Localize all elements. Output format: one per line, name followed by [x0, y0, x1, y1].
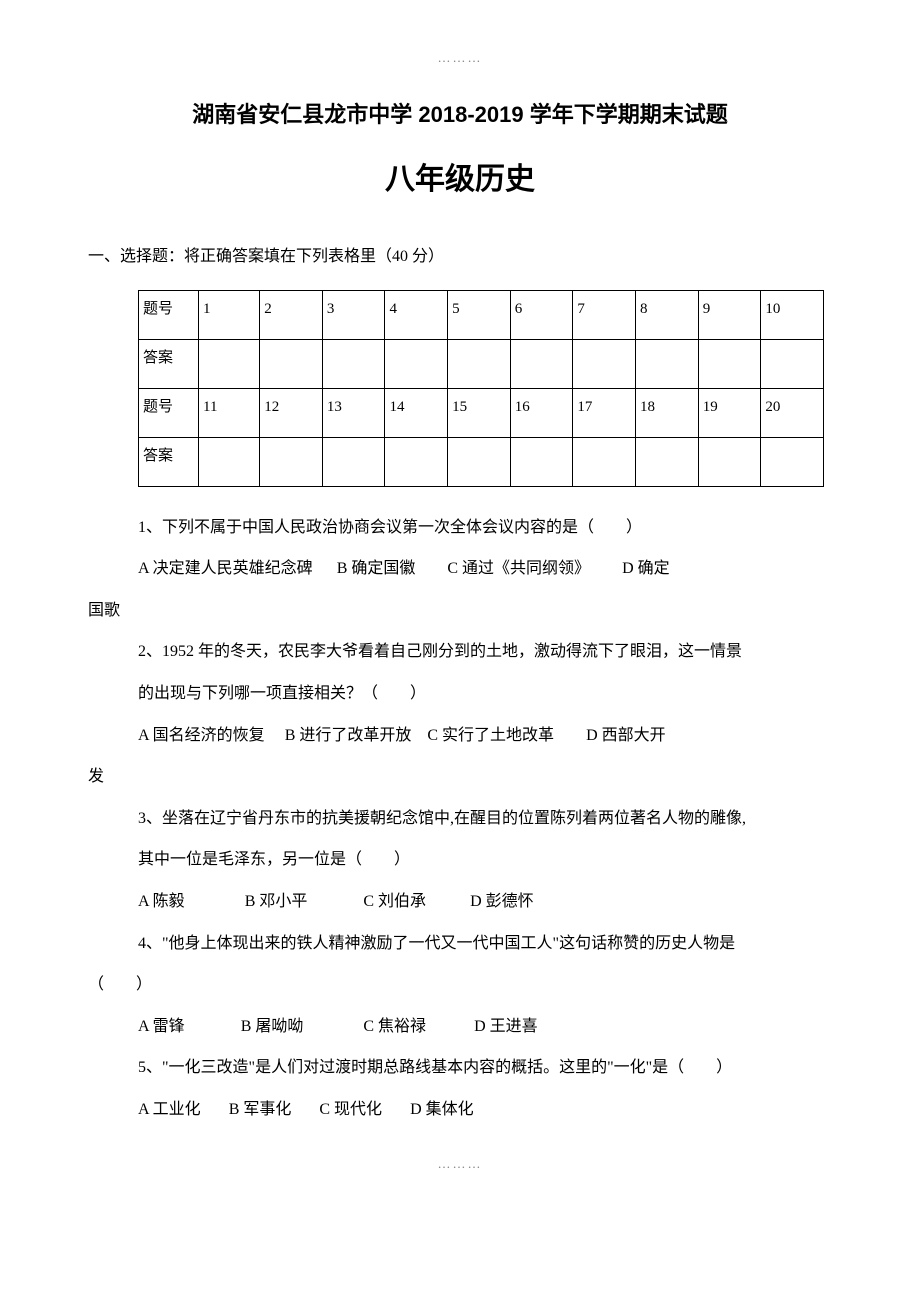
table-cell: 2	[260, 290, 323, 339]
table-cell: 18	[636, 388, 699, 437]
q2-opt-a: A 国名经济的恢复	[138, 727, 265, 744]
table-cell: 7	[573, 290, 636, 339]
table-cell: 17	[573, 388, 636, 437]
table-cell[interactable]	[322, 339, 385, 388]
table-cell[interactable]	[199, 437, 260, 486]
table-cell: 14	[385, 388, 448, 437]
table-cell[interactable]	[510, 339, 573, 388]
q3-line1: 3、坐落在辽宁省丹东市的抗美援朝纪念馆中,在醒目的位置陈列着两位著名人物的雕像,	[138, 798, 832, 840]
row-label: 答案	[139, 437, 199, 486]
q4-opt-a: A 雷锋	[138, 1018, 185, 1035]
q1-options: A 决定建人民英雄纪念碑 B 确定国徽 C 通过《共同纲领》 D 确定	[138, 548, 832, 590]
dots-bottom: ………	[88, 1154, 832, 1175]
q5-opt-c: C 现代化	[319, 1101, 382, 1118]
subject-title: 八年级历史	[88, 156, 832, 204]
table-cell: 6	[510, 290, 573, 339]
table-cell: 13	[322, 388, 385, 437]
row-label: 题号	[139, 388, 199, 437]
table-cell: 4	[385, 290, 448, 339]
table-cell[interactable]	[698, 339, 761, 388]
q4-opt-d: D 王进喜	[474, 1018, 538, 1035]
q2-options: A 国名经济的恢复 B 进行了改革开放 C 实行了土地改革 D 西部大开	[138, 715, 832, 757]
table-cell[interactable]	[448, 339, 511, 388]
table-cell[interactable]	[260, 339, 323, 388]
q2-line1: 2、1952 年的冬天，农民李大爷看着自己刚分到的土地，激动得流下了眼泪，这一情…	[138, 631, 832, 673]
table-cell: 9	[698, 290, 761, 339]
table-cell: 3	[322, 290, 385, 339]
q1-cont: 国歌	[138, 590, 832, 632]
table-cell[interactable]	[448, 437, 511, 486]
q1-opt-b: B 确定国徽	[337, 560, 416, 577]
table-cell[interactable]	[199, 339, 260, 388]
table-cell: 10	[761, 290, 824, 339]
table-cell: 19	[698, 388, 761, 437]
table-row: 答案	[139, 339, 824, 388]
table-cell[interactable]	[636, 437, 699, 486]
q5-opt-a: A 工业化	[138, 1101, 201, 1118]
table-cell: 20	[761, 388, 824, 437]
q3-opt-a: A 陈毅	[138, 893, 185, 910]
dots-top: ………	[88, 48, 832, 69]
table-cell: 5	[448, 290, 511, 339]
q2-cont: 发	[138, 756, 832, 798]
questions-container: 1、下列不属于中国人民政治协商会议第一次全体会议内容的是（ ） A 决定建人民英…	[88, 507, 832, 1131]
q4-options: A 雷锋 B 屠呦呦 C 焦裕禄 D 王进喜	[138, 1006, 832, 1048]
table-cell[interactable]	[636, 339, 699, 388]
q1-opt-c: C 通过《共同纲领》	[447, 560, 590, 577]
q3-opt-d: D 彭德怀	[470, 893, 534, 910]
q4-line1: 4、"他身上体现出来的铁人精神激励了一代又一代中国工人"这句话称赞的历史人物是	[138, 923, 832, 965]
q5-opt-b: B 军事化	[229, 1101, 292, 1118]
table-cell[interactable]	[573, 339, 636, 388]
q2-line2: 的出现与下列哪一项直接相关？（ ）	[138, 673, 832, 715]
q2-opt-d: D 西部大开	[586, 727, 666, 744]
table-cell: 16	[510, 388, 573, 437]
table-cell: 11	[199, 388, 260, 437]
q1-opt-a: A 决定建人民英雄纪念碑	[138, 560, 313, 577]
q2-opt-b: B 进行了改革开放	[285, 727, 412, 744]
table-cell: 15	[448, 388, 511, 437]
table-row: 答案	[139, 437, 824, 486]
table-cell[interactable]	[385, 437, 448, 486]
q3-line2: 其中一位是毛泽东，另一位是（ ）	[138, 839, 832, 881]
table-cell[interactable]	[573, 437, 636, 486]
table-row: 题号 1 2 3 4 5 6 7 8 9 10	[139, 290, 824, 339]
q1-opt-d: D 确定	[622, 560, 670, 577]
answer-table: 题号 1 2 3 4 5 6 7 8 9 10 答案 题号 11 12 13 1…	[138, 290, 824, 487]
q3-opt-c: C 刘伯承	[363, 893, 426, 910]
table-cell[interactable]	[260, 437, 323, 486]
q4-opt-c: C 焦裕禄	[363, 1018, 426, 1035]
table-cell: 12	[260, 388, 323, 437]
table-cell[interactable]	[385, 339, 448, 388]
table-cell[interactable]	[698, 437, 761, 486]
q2-opt-c: C 实行了土地改革	[427, 727, 554, 744]
q4-cont: （ ）	[138, 964, 832, 1006]
section-heading: 一、选择题：将正确答案填在下列表格里（40 分）	[88, 244, 832, 270]
table-cell: 1	[199, 290, 260, 339]
q3-options: A 陈毅 B 邓小平 C 刘伯承 D 彭德怀	[138, 881, 832, 923]
q1-text: 1、下列不属于中国人民政治协商会议第一次全体会议内容的是（ ）	[138, 507, 832, 549]
table-cell: 8	[636, 290, 699, 339]
q4-opt-b: B 屠呦呦	[241, 1018, 304, 1035]
table-cell[interactable]	[761, 339, 824, 388]
row-label: 题号	[139, 290, 199, 339]
table-cell[interactable]	[510, 437, 573, 486]
exam-title: 湖南省安仁县龙市中学 2018-2019 学年下学期期末试题	[88, 97, 832, 132]
table-cell[interactable]	[761, 437, 824, 486]
q3-opt-b: B 邓小平	[245, 893, 308, 910]
table-cell[interactable]	[322, 437, 385, 486]
q5-text: 5、"一化三改造"是人们对过渡时期总路线基本内容的概括。这里的"一化"是（ ）	[138, 1047, 832, 1089]
table-row: 题号 11 12 13 14 15 16 17 18 19 20	[139, 388, 824, 437]
q5-opt-d: D 集体化	[410, 1101, 474, 1118]
row-label: 答案	[139, 339, 199, 388]
q5-options: A 工业化 B 军事化 C 现代化 D 集体化	[138, 1089, 832, 1131]
